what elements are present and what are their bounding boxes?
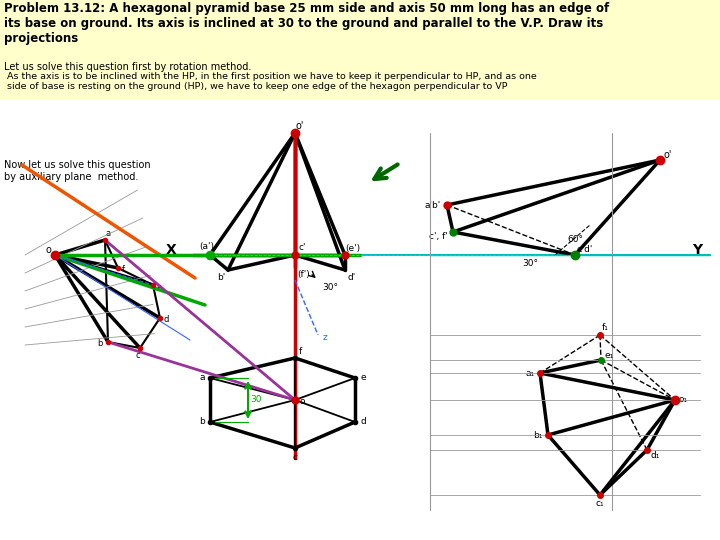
Text: b₁: b₁ [534,430,543,440]
Text: Now let us solve this question
by auxiliary plane  method.: Now let us solve this question by auxili… [4,160,150,181]
Text: b: b [199,417,205,427]
Text: o₁: o₁ [678,395,688,404]
Text: X: X [166,243,176,257]
Text: 60°: 60° [567,235,583,245]
Text: c: c [292,453,297,462]
Bar [0,0,720,100]
Text: Problem 13.12: A hexagonal pyramid base 25 mm side and axis 50 mm long has an ed: Problem 13.12: A hexagonal pyramid base … [4,2,609,45]
Text: e: e [360,374,366,382]
Text: (e'): (e') [346,244,361,253]
Text: 30: 30 [251,395,262,404]
Text: e₁: e₁ [604,352,613,361]
Text: Y: Y [692,243,702,257]
Text: o': o' [296,121,304,131]
Text: d: d [360,417,366,427]
Text: z: z [323,334,328,342]
Text: a: a [199,374,204,382]
Text: d': d' [348,273,356,282]
Text: a: a [105,228,111,238]
Text: f: f [298,347,302,355]
Text: c', f': c', f' [428,232,447,240]
Text: b': b' [217,273,225,282]
Text: b: b [97,340,103,348]
Text: e'd': e'd' [577,245,593,253]
Text: e: e [156,282,161,292]
Text: Let us solve this question first by rotation method.: Let us solve this question first by rota… [4,62,251,72]
Text: o: o [45,245,51,255]
Text: a'b': a'b' [425,200,441,210]
Text: 30°: 30° [522,259,538,267]
Text: (a'): (a') [199,242,215,252]
Text: a₁: a₁ [526,368,534,377]
Text: (f'): (f') [297,269,310,279]
Text: c': c' [298,244,306,253]
Text: f₁: f₁ [602,323,608,333]
Text: c₁: c₁ [595,500,604,509]
Text: c: c [135,352,140,361]
Bar [0,100,720,540]
Text: d: d [163,315,168,325]
Text: f: f [122,266,125,274]
Text: As the axis is to be inclined with the HP, in the first position we have to keep: As the axis is to be inclined with the H… [4,72,536,91]
Text: 30°: 30° [322,284,338,293]
Text: o: o [300,397,305,407]
Text: d₁: d₁ [650,450,660,460]
Text: o': o' [664,150,672,160]
